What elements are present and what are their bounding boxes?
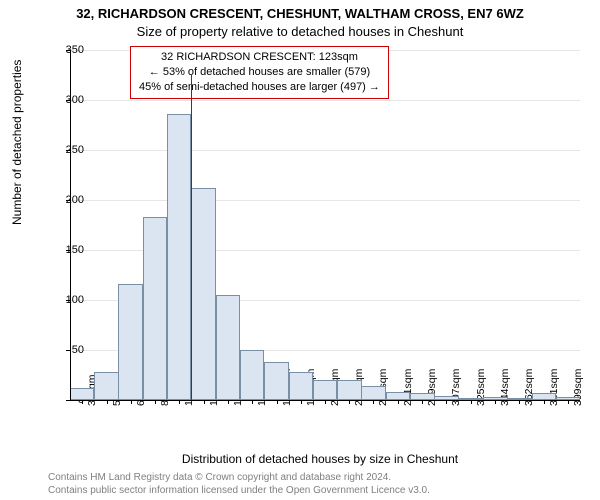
ytick-label: 300 xyxy=(44,94,84,106)
annotation-line-2: ← 53% of detached houses are smaller (57… xyxy=(139,65,380,80)
histogram-bar xyxy=(94,372,118,400)
gridline xyxy=(70,100,580,101)
histogram-bar xyxy=(532,393,556,400)
histogram-bar xyxy=(70,388,94,400)
histogram-bar xyxy=(410,393,434,400)
ytick-label: 350 xyxy=(44,44,84,56)
histogram-bar xyxy=(313,380,337,400)
ytick-label: 50 xyxy=(44,344,84,356)
histogram-bar xyxy=(361,386,385,400)
histogram-bar xyxy=(167,114,191,400)
histogram-bar xyxy=(386,392,410,400)
histogram-bar xyxy=(337,380,361,400)
histogram-bar xyxy=(216,295,240,400)
chart-container: 32, RICHARDSON CRESCENT, CHESHUNT, WALTH… xyxy=(0,0,600,500)
gridline xyxy=(70,200,580,201)
histogram-bar xyxy=(191,188,215,400)
footer-copyright-2: Contains public sector information licen… xyxy=(48,485,430,496)
ytick-label: 250 xyxy=(44,144,84,156)
histogram-bar xyxy=(289,372,313,400)
x-axis-line xyxy=(70,400,580,401)
chart-subtitle: Size of property relative to detached ho… xyxy=(0,24,600,39)
ytick-label: 150 xyxy=(44,244,84,256)
footer-copyright-1: Contains HM Land Registry data © Crown c… xyxy=(48,472,391,483)
histogram-bar xyxy=(118,284,142,400)
chart-title-address: 32, RICHARDSON CRESCENT, CHESHUNT, WALTH… xyxy=(0,6,600,21)
annotation-box: 32 RICHARDSON CRESCENT: 123sqm ← 53% of … xyxy=(130,46,389,99)
histogram-bar xyxy=(240,350,264,400)
ytick-label: 200 xyxy=(44,194,84,206)
subject-marker-line xyxy=(191,75,193,400)
ytick-label: 100 xyxy=(44,294,84,306)
y-axis-line xyxy=(70,50,71,400)
annotation-line-1: 32 RICHARDSON CRESCENT: 123sqm xyxy=(139,50,380,65)
chart-area: 33sqm51sqm69sqm88sqm106sqm124sqm143sqm16… xyxy=(70,50,580,400)
histogram-bar xyxy=(143,217,167,400)
histogram-bar xyxy=(264,362,288,400)
x-axis-title: Distribution of detached houses by size … xyxy=(0,452,600,466)
gridline xyxy=(70,150,580,151)
annotation-line-3: 45% of semi-detached houses are larger (… xyxy=(139,80,380,95)
y-axis-title: Number of detached properties xyxy=(10,60,24,225)
plot-area: 33sqm51sqm69sqm88sqm106sqm124sqm143sqm16… xyxy=(70,50,580,400)
